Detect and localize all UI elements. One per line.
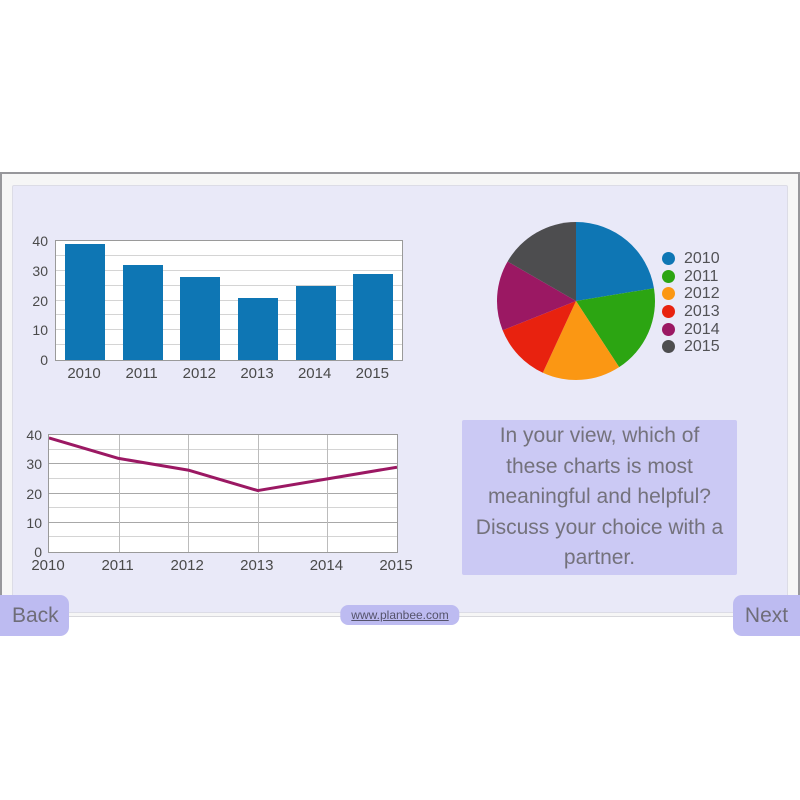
line-gridline-v xyxy=(257,435,259,552)
legend-label: 2014 xyxy=(684,320,720,338)
legend-swatch-icon xyxy=(662,305,675,319)
bar-xtick-label: 2011 xyxy=(125,365,158,382)
legend-label: 2013 xyxy=(684,303,720,321)
line-gridline-v xyxy=(188,435,190,552)
line-gridline-h xyxy=(49,477,397,479)
bar-xtick-label: 2013 xyxy=(240,365,274,382)
pie-slice-2014 xyxy=(497,261,576,331)
question-text: In your view, which of these charts is m… xyxy=(475,424,724,570)
line-series-svg xyxy=(49,436,397,493)
line-gridline-h xyxy=(49,536,397,538)
back-button[interactable]: Back xyxy=(0,595,69,636)
bar-chart-plot-area xyxy=(55,240,403,361)
pie-slice-2013 xyxy=(502,301,576,373)
bar-gridline xyxy=(56,254,402,256)
legend-item-2012: 2012 xyxy=(662,285,720,303)
legend-label: 2012 xyxy=(684,285,720,303)
legend-swatch-icon xyxy=(662,340,675,354)
bar-ytick-label: 40 xyxy=(32,233,48,249)
bar-gridline xyxy=(56,269,402,271)
pie-chart-legend: 2010 2011 2012 2013 2014 2015 xyxy=(662,250,720,356)
planbee-link[interactable]: www.planbee.com xyxy=(340,605,460,625)
line-gridline-v xyxy=(118,435,120,552)
legend-label: 2015 xyxy=(684,338,720,356)
legend-label: 2011 xyxy=(684,267,719,285)
line-ytick-label: 30 xyxy=(26,456,42,473)
bar-xtick-label: 2014 xyxy=(297,365,332,382)
line-gridline-h xyxy=(49,521,397,523)
bar-2012 xyxy=(180,276,221,360)
line-ytick-label: 0 xyxy=(34,544,42,560)
line-gridline-h xyxy=(49,507,397,509)
legend-label: 2010 xyxy=(684,250,720,268)
line-gridline-h xyxy=(49,463,397,465)
line-xtick-label: 2011 xyxy=(101,557,134,574)
pie-slice-2015 xyxy=(507,222,576,301)
legend-item-2014: 2014 xyxy=(662,320,720,338)
line-gridline-v xyxy=(327,435,329,552)
line-ytick-label: 20 xyxy=(26,485,42,502)
line-xtick-label: 2010 xyxy=(31,557,65,574)
legend-item-2015: 2015 xyxy=(662,338,720,356)
pie-slice-2010 xyxy=(576,222,654,301)
pie-chart-circle xyxy=(496,221,656,381)
line-chart-plot-area xyxy=(48,434,398,553)
bar-2010 xyxy=(64,243,105,360)
legend-swatch-icon xyxy=(662,269,675,283)
line-xtick-label: 2015 xyxy=(379,557,413,574)
bar-2014 xyxy=(295,285,336,360)
legend-item-2013: 2013 xyxy=(662,303,720,321)
bar-2013 xyxy=(237,297,278,360)
legend-swatch-icon xyxy=(662,322,675,336)
bar-ytick-label: 0 xyxy=(40,352,48,368)
bar-xtick-label: 2010 xyxy=(67,365,101,382)
line-xtick-label: 2013 xyxy=(240,557,274,574)
line-gridline-h xyxy=(49,492,397,494)
bar-gridline xyxy=(56,314,402,316)
question-box: In your view, which of these charts is m… xyxy=(462,420,737,575)
bar-2015 xyxy=(353,273,394,360)
line-series xyxy=(49,436,397,493)
bar-xtick-label: 2012 xyxy=(182,365,217,382)
bar-gridline xyxy=(56,284,402,286)
legend-item-2011: 2011 xyxy=(662,268,720,286)
pie-slice-2011 xyxy=(576,288,655,368)
line-gridline-h xyxy=(49,448,397,450)
next-button[interactable]: Next xyxy=(733,595,800,636)
line-xtick-label: 2012 xyxy=(170,557,204,574)
bar-gridline xyxy=(56,299,402,301)
bar-ytick-label: 10 xyxy=(32,322,48,339)
legend-swatch-icon xyxy=(662,287,675,301)
line-ytick-label: 10 xyxy=(26,514,42,531)
bar-ytick-label: 30 xyxy=(32,262,48,279)
bar-ytick-label: 20 xyxy=(32,292,48,309)
bar-xtick-label: 2015 xyxy=(355,365,390,382)
pie-slice-2012 xyxy=(542,301,620,380)
legend-item-2010: 2010 xyxy=(662,250,720,268)
line-ytick-label: 40 xyxy=(26,427,42,443)
bar-gridline xyxy=(56,329,402,331)
bar-2011 xyxy=(122,264,163,360)
line-xtick-label: 2014 xyxy=(309,557,344,574)
bar-gridline xyxy=(56,344,402,346)
legend-swatch-icon xyxy=(662,252,675,266)
